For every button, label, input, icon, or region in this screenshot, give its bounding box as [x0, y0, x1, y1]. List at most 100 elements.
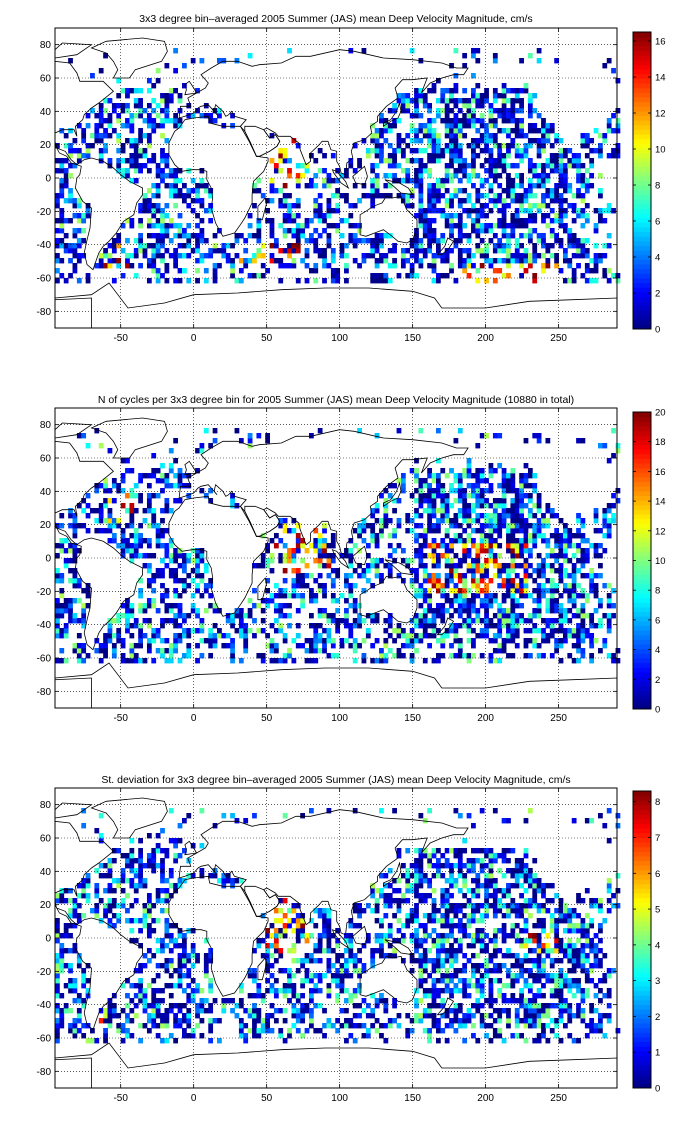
heatmap-cell [182, 943, 187, 949]
heatmap-cell [116, 913, 122, 919]
heatmap-cell [606, 278, 612, 284]
heatmap-cell [501, 243, 507, 249]
heatmap-cell [243, 648, 249, 654]
heatmap-cell [519, 183, 524, 189]
heatmap-cell [151, 863, 157, 869]
heatmap-cell [116, 243, 122, 249]
heatmap-cell [168, 483, 174, 489]
heatmap-cell [602, 508, 608, 514]
heatmap-cell [422, 578, 428, 584]
heatmap-cell [484, 533, 489, 539]
heatmap-cell [466, 208, 472, 214]
heatmap-cell [414, 593, 419, 599]
heatmap-cell [304, 248, 310, 254]
heatmap-cell [295, 923, 301, 929]
heatmap-cell [545, 618, 551, 624]
heatmap-cell [435, 78, 441, 84]
heatmap-cell [186, 613, 192, 619]
heatmap-cell [151, 628, 157, 634]
heatmap-cell [484, 518, 489, 524]
heatmap-cell [510, 603, 516, 609]
heatmap-cell [344, 578, 349, 584]
heatmap-cell [462, 598, 468, 604]
heatmap-cell [287, 168, 292, 174]
heatmap-cell [387, 568, 393, 574]
heatmap-cell [164, 618, 170, 624]
colorbar-swatch [633, 69, 651, 75]
heatmap-cell [335, 188, 341, 194]
heatmap-cell [606, 523, 612, 529]
heatmap-cell [256, 248, 262, 254]
heatmap-cell [427, 578, 433, 584]
heatmap-cell [173, 48, 179, 54]
heatmap-cell [212, 273, 218, 279]
heatmap-cell [396, 98, 402, 104]
heatmap-cell [527, 138, 533, 144]
heatmap-cell [304, 278, 310, 284]
heatmap-cell [322, 183, 327, 189]
heatmap-cell [584, 143, 590, 149]
heatmap-cell [125, 878, 130, 884]
heatmap-cell [252, 978, 257, 984]
heatmap-cell [501, 583, 507, 589]
heatmap-cell [155, 468, 161, 474]
heatmap-cell [295, 538, 301, 544]
heatmap-cell [593, 548, 599, 554]
heatmap-cell [440, 253, 446, 259]
heatmap-cell [598, 648, 603, 654]
heatmap-cell [400, 478, 406, 484]
heatmap-cell [379, 118, 384, 124]
heatmap-cell [352, 658, 358, 664]
heatmap-cell [234, 278, 240, 284]
heatmap-cell [72, 1033, 78, 1039]
heatmap-cell [186, 168, 192, 174]
heatmap-cell [138, 623, 143, 629]
heatmap-cell [59, 603, 65, 609]
heatmap-cell [177, 633, 183, 639]
heatmap-cell [151, 253, 157, 259]
heatmap-cell [269, 658, 275, 664]
heatmap-cell [76, 278, 82, 284]
heatmap-cell [615, 648, 621, 654]
heatmap-cell [536, 563, 542, 569]
heatmap-cell [269, 1003, 275, 1009]
heatmap-cell [466, 103, 472, 109]
heatmap-cell [400, 168, 406, 174]
heatmap-cell [400, 148, 406, 154]
heatmap-cell [212, 278, 218, 284]
heatmap-cell [155, 918, 161, 924]
heatmap-cell [484, 593, 489, 599]
heatmap-cell [497, 483, 503, 489]
heatmap-cell [295, 633, 301, 639]
heatmap-cell [444, 508, 450, 514]
heatmap-cell [208, 488, 214, 494]
heatmap-cell [462, 583, 468, 589]
heatmap-cell [444, 108, 450, 114]
heatmap-cell [164, 928, 170, 934]
heatmap-cell [479, 98, 485, 104]
heatmap-cell [567, 183, 573, 189]
heatmap-cell [361, 528, 367, 534]
heatmap-cell [484, 433, 489, 439]
heatmap-cell [212, 438, 218, 444]
heatmap-cell [379, 253, 384, 259]
heatmap-cell [72, 553, 78, 559]
heatmap-cell [138, 498, 143, 504]
heatmap-cell [589, 618, 595, 624]
heatmap-cell [90, 133, 95, 139]
heatmap-cell [300, 173, 306, 179]
heatmap-cell [182, 198, 187, 204]
heatmap-cell [484, 503, 489, 509]
heatmap-cell [435, 428, 441, 434]
heatmap-cell [76, 883, 82, 889]
heatmap-cell [606, 613, 612, 619]
heatmap-cell [282, 928, 288, 934]
heatmap-cells [55, 428, 621, 664]
heatmap-cell [392, 628, 397, 634]
heatmap-cell [558, 223, 564, 229]
heatmap-cell [252, 258, 257, 264]
heatmap-cell [422, 633, 428, 639]
heatmap-cell [414, 508, 419, 514]
heatmap-cell [146, 218, 152, 224]
heatmap-cell [379, 143, 384, 149]
